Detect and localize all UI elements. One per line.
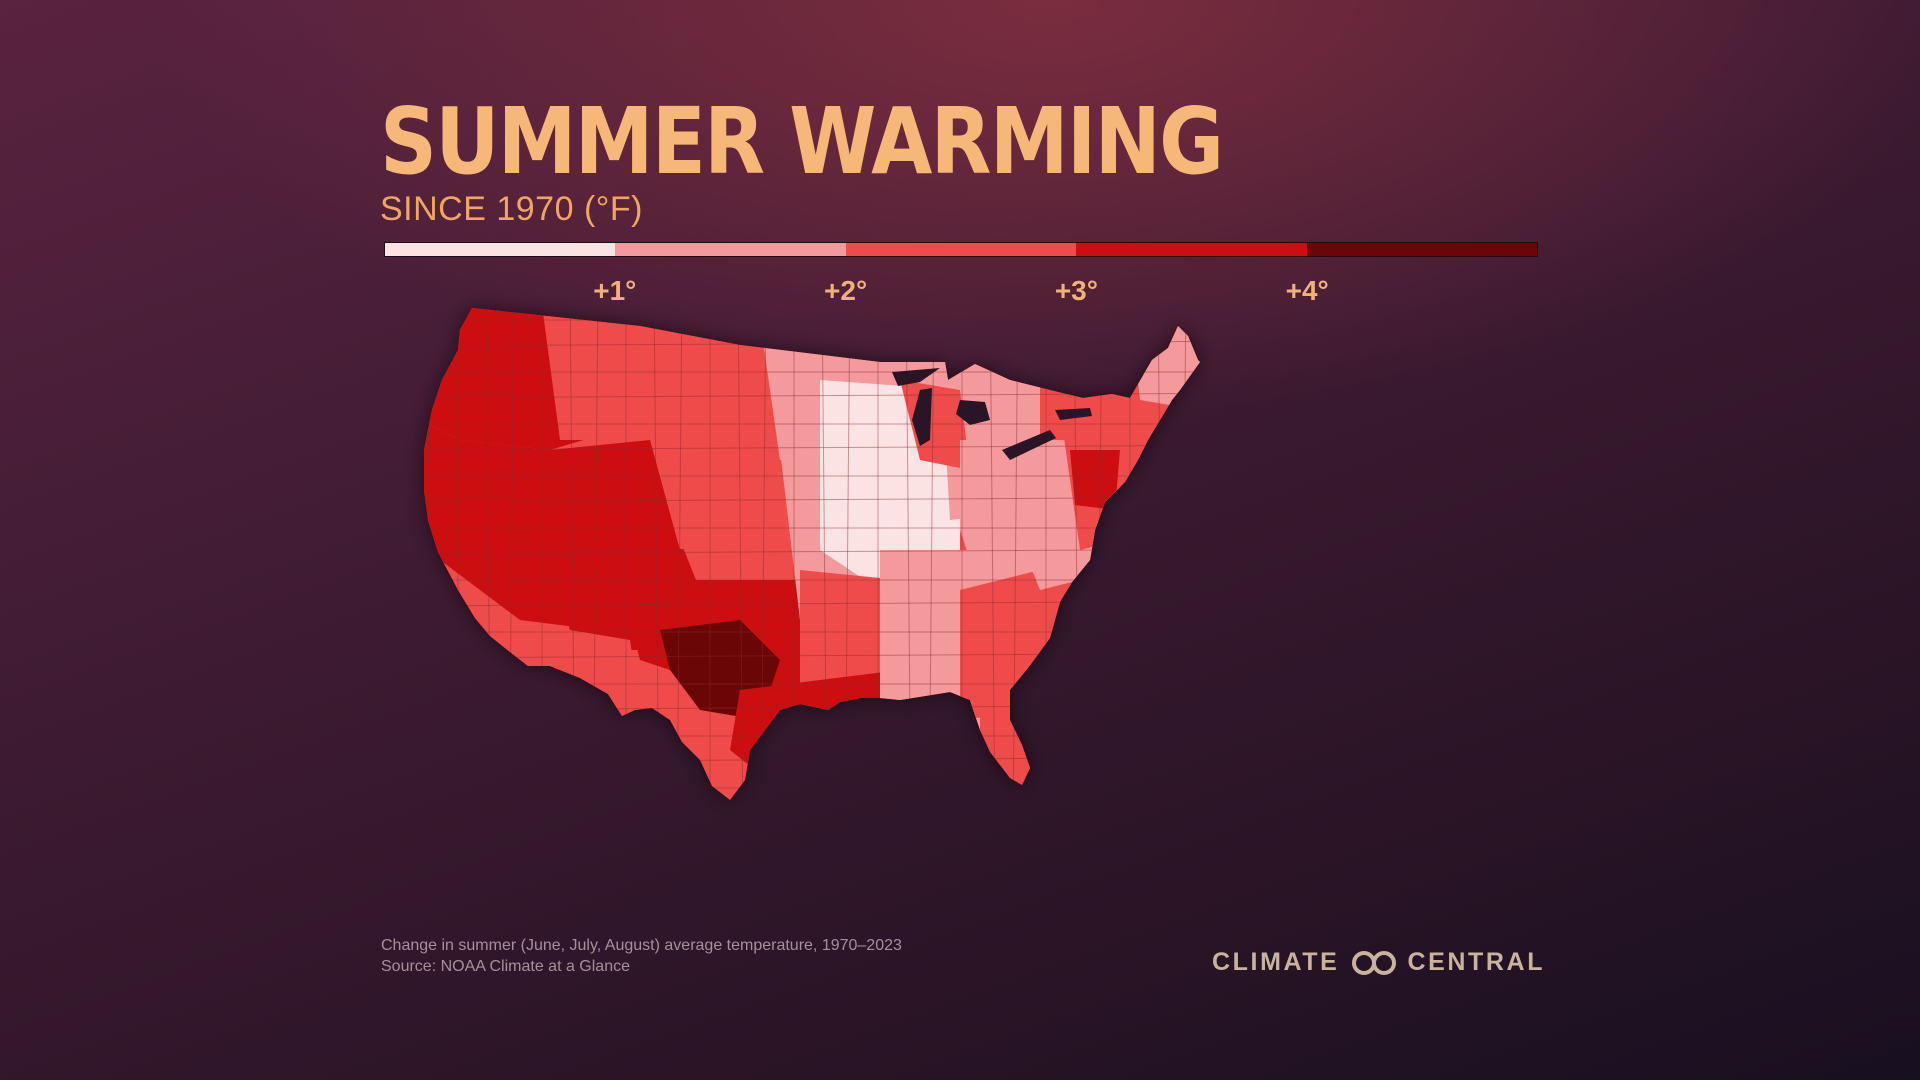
legend-swatch-2 [845, 243, 1077, 256]
logo-text-right: CENTRAL [1407, 948, 1546, 976]
infinity-icon [1352, 950, 1397, 975]
page-title: SUMMER WARMING [380, 88, 1224, 195]
color-legend: +1° +2° +3° +4° [384, 242, 1538, 306]
region-wyoming-colorado [650, 430, 800, 590]
region-lower-mississippi [880, 550, 980, 730]
header: SUMMER WARMING SINCE 1970 (°F) [380, 96, 1359, 229]
climate-central-logo: CLIMATE CENTRAL [1212, 948, 1545, 977]
legend-tick-label: +4° [1285, 275, 1329, 306]
region-new-jersey-delaware [1070, 450, 1120, 510]
footnote: Change in summer (June, July, August) av… [381, 935, 902, 977]
footnote-description: Change in summer (June, July, August) av… [381, 937, 902, 954]
legend-tick-label: +1° [593, 275, 637, 306]
legend-swatch-4 [1306, 243, 1538, 256]
legend-swatch-1 [615, 243, 846, 256]
footnote-source: Source: NOAA Climate at a Glance [381, 958, 630, 975]
legend-ticks: +1° +2° +3° +4° [384, 257, 1538, 306]
region-northern-new-england [1130, 310, 1200, 410]
legend-bar [384, 242, 1538, 257]
us-map [424, 308, 1200, 800]
legend-swatch-0 [385, 243, 616, 256]
great-lakes-water [892, 368, 1092, 460]
map-regions [424, 308, 1200, 790]
logo-text-left: CLIMATE [1212, 948, 1340, 976]
legend-tick-label: +2° [824, 275, 868, 306]
page-subtitle: SINCE 1970 (°F) [380, 190, 643, 228]
legend-swatch-3 [1076, 243, 1307, 256]
legend-tick-label: +3° [1054, 275, 1098, 306]
